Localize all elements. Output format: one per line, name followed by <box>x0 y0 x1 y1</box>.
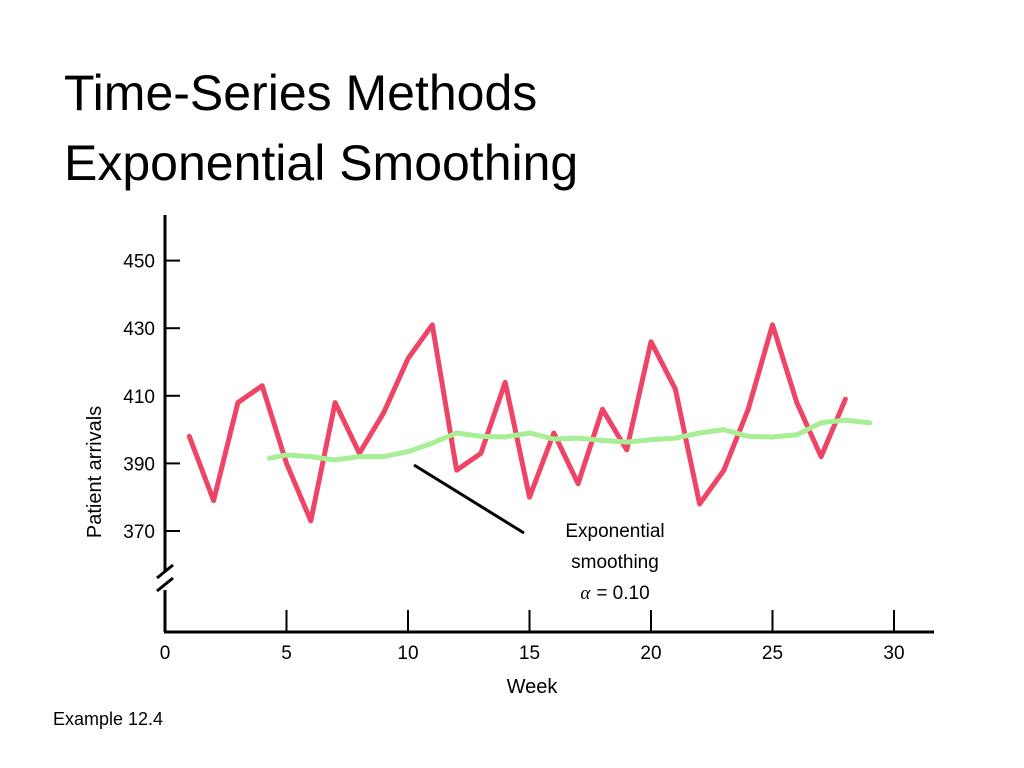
x-tick-label: 15 <box>519 643 540 664</box>
example-footnote: Example 12.4 <box>53 709 164 729</box>
slide-title: Time-Series Methods Exponential Smoothin… <box>64 58 578 198</box>
x-tick-label: 0 <box>160 643 171 664</box>
annotation-alpha: α = 0.10 <box>580 583 649 604</box>
axes <box>156 215 934 634</box>
annotation-leader-line <box>413 463 525 535</box>
x-tick-label: 25 <box>762 643 783 664</box>
annotation-line1: Exponential <box>565 521 664 542</box>
y-tick-label: 410 <box>123 387 155 408</box>
x-ticks: 0 5 10 15 20 25 30 <box>160 610 905 664</box>
y-tick-label: 370 <box>123 522 155 543</box>
slide-title-line2: Exponential Smoothing <box>64 135 579 191</box>
y-axis-title: Patient arrivals <box>84 406 106 538</box>
x-tick-label: 20 <box>640 643 661 664</box>
x-tick-label: 5 <box>281 643 292 664</box>
axis-break-mark <box>156 563 174 580</box>
exponential-smoothing-line <box>267 417 873 463</box>
x-axis-title: Week <box>507 676 559 698</box>
y-tick-label: 390 <box>123 454 155 475</box>
series-layer <box>186 322 873 524</box>
slide-title-line1: Time-Series Methods <box>64 65 538 121</box>
y-ticks: 370 390 410 430 450 <box>123 252 180 543</box>
actual-arrivals-line <box>186 322 848 524</box>
axis-break-mark <box>156 576 174 593</box>
alpha-symbol: α <box>580 583 591 604</box>
x-tick-label: 10 <box>397 643 418 664</box>
x-tick-label: 30 <box>883 643 904 664</box>
y-tick-label: 450 <box>123 252 155 273</box>
annotation-line2: smoothing <box>571 552 659 573</box>
alpha-value: = 0.10 <box>596 583 649 604</box>
y-tick-label: 430 <box>123 319 155 340</box>
